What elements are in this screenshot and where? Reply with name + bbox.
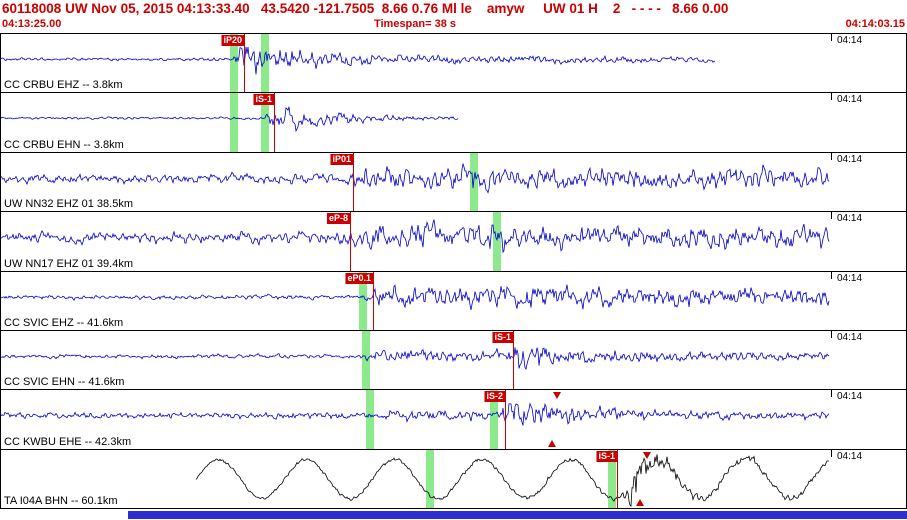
waveform: [1, 347, 830, 370]
waveform: [1, 46, 715, 75]
row-time-label: 04:14: [837, 94, 863, 106]
coda-highlight-bar: [493, 212, 501, 271]
station-label: CC CRBU EHZ -- 3.8km: [4, 79, 123, 92]
minute-tick: [831, 152, 832, 160]
coda-highlight-bar: [490, 390, 498, 449]
trace-row-4[interactable]: eP-8 UW NN17 EHZ 01 39.4km 04:14: [1, 212, 906, 272]
pick-time-line: [350, 212, 351, 271]
pick-time-line: [505, 390, 506, 449]
trace-row-8[interactable]: iS-1 TA I04A BHN -- 60.1km 04:14: [1, 449, 906, 509]
pick-time-line: [353, 152, 354, 212]
minute-tick: [831, 34, 832, 41]
pick-time-line: [617, 449, 618, 508]
trace-row-1[interactable]: iP20 CC CRBU EHZ -- 3.8km 04:14: [1, 34, 906, 94]
pick-time-line: [274, 93, 275, 152]
scrollbar-strip: [0, 509, 907, 520]
pick-time-line: [373, 271, 374, 330]
trace-row-3[interactable]: iP01 UW NN32 EHZ 01 38.5km 04:14: [1, 152, 906, 213]
amplitude-marker-triangle: [553, 392, 561, 400]
trace-row-2[interactable]: iS-1 CC CRBU EHN -- 3.8km 04:14: [1, 93, 906, 153]
window-end-time: 04:14:03.15: [845, 18, 905, 30]
pick-flag[interactable]: eP-8: [326, 213, 350, 225]
station-label: CC SVIC EHN -- 41.6km: [4, 376, 125, 389]
coda-highlight-bar: [362, 330, 370, 390]
row-time-label: 04:14: [837, 331, 863, 343]
station-label: UW NN32 EHZ 01 38.5km: [4, 198, 133, 211]
horizontal-scrollbar[interactable]: [128, 511, 907, 519]
pick-flag[interactable]: iS-2: [484, 391, 505, 403]
pick-time-line: [244, 34, 245, 93]
coda-highlight-bar: [426, 449, 434, 508]
pick-flag[interactable]: eP0.1: [345, 272, 373, 284]
row-time-label: 04:14: [837, 450, 863, 462]
row-time-label: 04:14: [837, 153, 863, 165]
pick-flag[interactable]: iP01: [330, 153, 353, 165]
coda-highlight-bar: [230, 93, 238, 152]
timespan-label: Timespan= 38 s: [373, 18, 457, 30]
coda-highlight-bar: [230, 34, 238, 93]
pick-time-line: [513, 330, 514, 390]
pick-flag[interactable]: iS-1: [596, 450, 617, 462]
minute-tick: [831, 212, 832, 220]
waveform: [1, 219, 830, 254]
pick-flag[interactable]: iP20: [221, 35, 244, 46]
station-label: CC CRBU EHN -- 3.8km: [4, 138, 124, 151]
trace-row-5[interactable]: eP0.1 CC SVIC EHZ -- 41.6km 04:14: [1, 271, 906, 331]
amplitude-marker-triangle: [636, 499, 644, 506]
waveform: [1, 106, 459, 133]
time-axis-header: 04:13:25.00 Timespan= 38 s 04:14:03.15: [0, 18, 907, 33]
pick-flag[interactable]: iS-1: [492, 331, 513, 343]
minute-tick: [831, 271, 832, 279]
station-label: CC SVIC EHZ -- 41.6km: [4, 316, 124, 329]
trace-row-6[interactable]: iS-1 CC SVIC EHN -- 41.6km 04:14: [1, 330, 906, 391]
row-time-label: 04:14: [837, 213, 863, 225]
window-start-time: 04:13:25.00: [2, 18, 62, 30]
minute-tick: [831, 449, 832, 457]
amplitude-marker-triangle: [548, 439, 556, 447]
pick-flag[interactable]: iS-1: [253, 94, 274, 106]
coda-highlight-bar: [261, 93, 269, 152]
coda-highlight-bar: [366, 390, 374, 449]
waveform: [1, 283, 830, 310]
waveform: [1, 163, 830, 194]
minute-tick: [831, 93, 832, 101]
row-time-label: 04:14: [837, 391, 863, 403]
minute-tick: [831, 390, 832, 398]
trace-area: iP20 CC CRBU EHZ -- 3.8km 04:14 iS-1 CC CRBU…: [0, 33, 907, 509]
waveform: [1, 402, 830, 426]
minute-tick: [831, 330, 832, 338]
coda-highlight-bar: [261, 34, 269, 93]
row-time-label: 04:14: [837, 272, 863, 284]
station-label: UW NN17 EHZ 01 39.4km: [4, 257, 133, 270]
trace-row-7[interactable]: iS-2 CC KWBU EHE -- 42.3km 04:14: [1, 390, 906, 450]
event-summary-line: 60118008 UW Nov 05, 2015 04:13:33.40 43.…: [2, 1, 729, 16]
coda-highlight-bar: [608, 449, 616, 508]
station-label: TA I04A BHN -- 60.1km: [4, 495, 118, 507]
waveform: [195, 453, 829, 507]
amplitude-marker-triangle: [643, 451, 651, 459]
row-time-label: 04:14: [837, 35, 863, 46]
coda-highlight-bar: [359, 271, 367, 330]
station-label: CC KWBU EHE -- 42.3km: [4, 435, 132, 448]
